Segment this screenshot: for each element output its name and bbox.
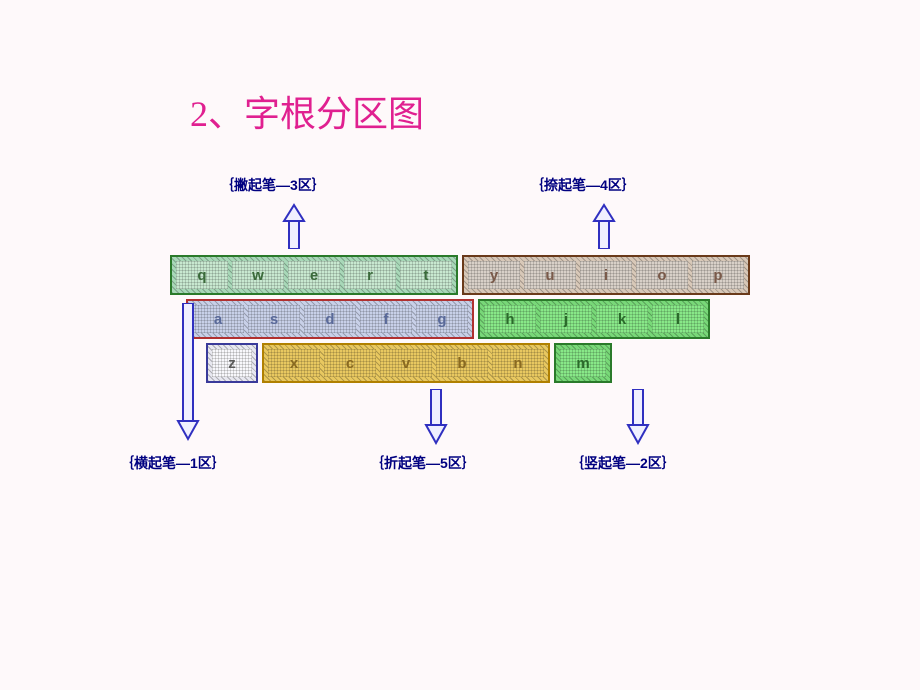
key-p: p [692,261,744,289]
zone2-label: ｛竖起笔—2区｝ [570,453,676,473]
key-o: o [636,261,688,289]
key-w: w [232,261,284,289]
zone5-group: x c v b n [262,343,550,383]
key-g: g [416,305,468,333]
key-t: t [400,261,452,289]
zone5-arrow [422,389,450,445]
key-z: z [212,349,252,377]
key-n: n [492,349,544,377]
key-q: q [176,261,228,289]
key-s: s [248,305,300,333]
key-y: y [468,261,520,289]
key-k: k [596,305,648,333]
key-e: e [288,261,340,289]
zone2-group: h j k l [478,299,710,339]
zone1-group: a s d f g [186,299,474,339]
key-l: l [652,305,704,333]
keyboard-row-2: a s d f g h j k l [186,299,714,339]
zone1-arrow [174,303,202,443]
keyboard-zone-diagram: ｛撇起笔—3区｝ ｛捺起笔—4区｝ q w e r t y u i o p [130,175,790,485]
page-title: 2、字根分区图 [190,85,424,137]
zone4-group: y u i o p [462,255,750,295]
zone1-label: ｛横起笔—1区｝ [120,453,226,473]
zone2b-group: m [554,343,612,383]
zone3-label: ｛撇起笔—3区｝ [220,175,326,195]
key-i: i [580,261,632,289]
zone3-group: q w e r t [170,255,458,295]
keyboard-row-3: z x c v b n m [206,343,616,383]
keyboard-row-1: q w e r t y u i o p [170,255,754,295]
z-group: z [206,343,258,383]
key-m: m [560,349,606,377]
zone3-arrow [280,203,308,249]
key-b: b [436,349,488,377]
key-x: x [268,349,320,377]
key-u: u [524,261,576,289]
key-h: h [484,305,536,333]
key-d: d [304,305,356,333]
key-v: v [380,349,432,377]
key-f: f [360,305,412,333]
zone2-arrow [624,389,652,445]
key-c: c [324,349,376,377]
zone5-label: ｛折起笔—5区｝ [370,453,476,473]
zone4-arrow [590,203,618,249]
zone4-label: ｛捺起笔—4区｝ [530,175,636,195]
key-j: j [540,305,592,333]
key-r: r [344,261,396,289]
